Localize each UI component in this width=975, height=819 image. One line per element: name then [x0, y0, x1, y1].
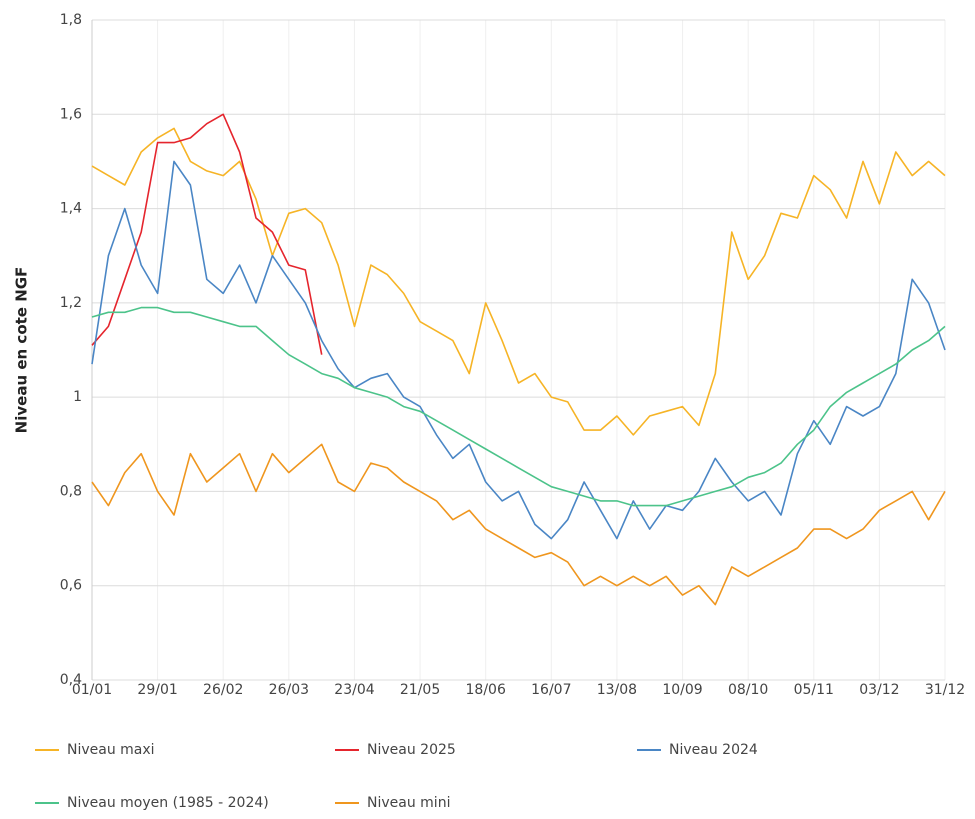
x-tick-label: 26/03 — [269, 682, 309, 698]
x-tick-label: 05/11 — [794, 682, 834, 698]
y-tick-label: 1,4 — [60, 201, 82, 217]
legend-label: Niveau 2025 — [367, 742, 456, 758]
legend-label: Niveau mini — [367, 795, 450, 811]
series-line — [91, 127, 946, 436]
x-tick-label: 16/07 — [531, 682, 571, 698]
y-tick-label: 1 — [73, 389, 82, 405]
x-tick-label: 08/10 — [728, 682, 768, 698]
series-line — [91, 113, 323, 355]
y-tick-label: 1,6 — [60, 106, 82, 122]
y-tick-label: 1,8 — [60, 12, 82, 28]
x-tick-label: 03/12 — [859, 682, 899, 698]
x-tick-label: 10/09 — [662, 682, 702, 698]
y-tick-label: 0,8 — [60, 483, 82, 499]
series-line — [91, 443, 946, 606]
x-tick-label: 29/01 — [137, 682, 177, 698]
x-tick-label: 01/01 — [72, 682, 112, 698]
series-line — [91, 160, 946, 540]
x-tick-label: 23/04 — [334, 682, 374, 698]
x-tick-label: 21/05 — [400, 682, 440, 698]
y-tick-label: 0,4 — [60, 672, 82, 688]
x-tick-label: 18/06 — [466, 682, 506, 698]
legend-label: Niveau 2024 — [669, 742, 758, 758]
x-tick-label: 31/12 — [925, 682, 965, 698]
series-line — [91, 306, 946, 507]
y-axis-label: Niveau en cote NGF — [13, 267, 31, 434]
y-tick-label: 1,2 — [60, 295, 82, 311]
legend-label: Niveau maxi — [67, 742, 155, 758]
x-tick-label: 26/02 — [203, 682, 243, 698]
legend-label: Niveau moyen (1985 - 2024) — [67, 795, 269, 811]
x-tick-label: 13/08 — [597, 682, 637, 698]
y-tick-label: 0,6 — [60, 578, 82, 594]
